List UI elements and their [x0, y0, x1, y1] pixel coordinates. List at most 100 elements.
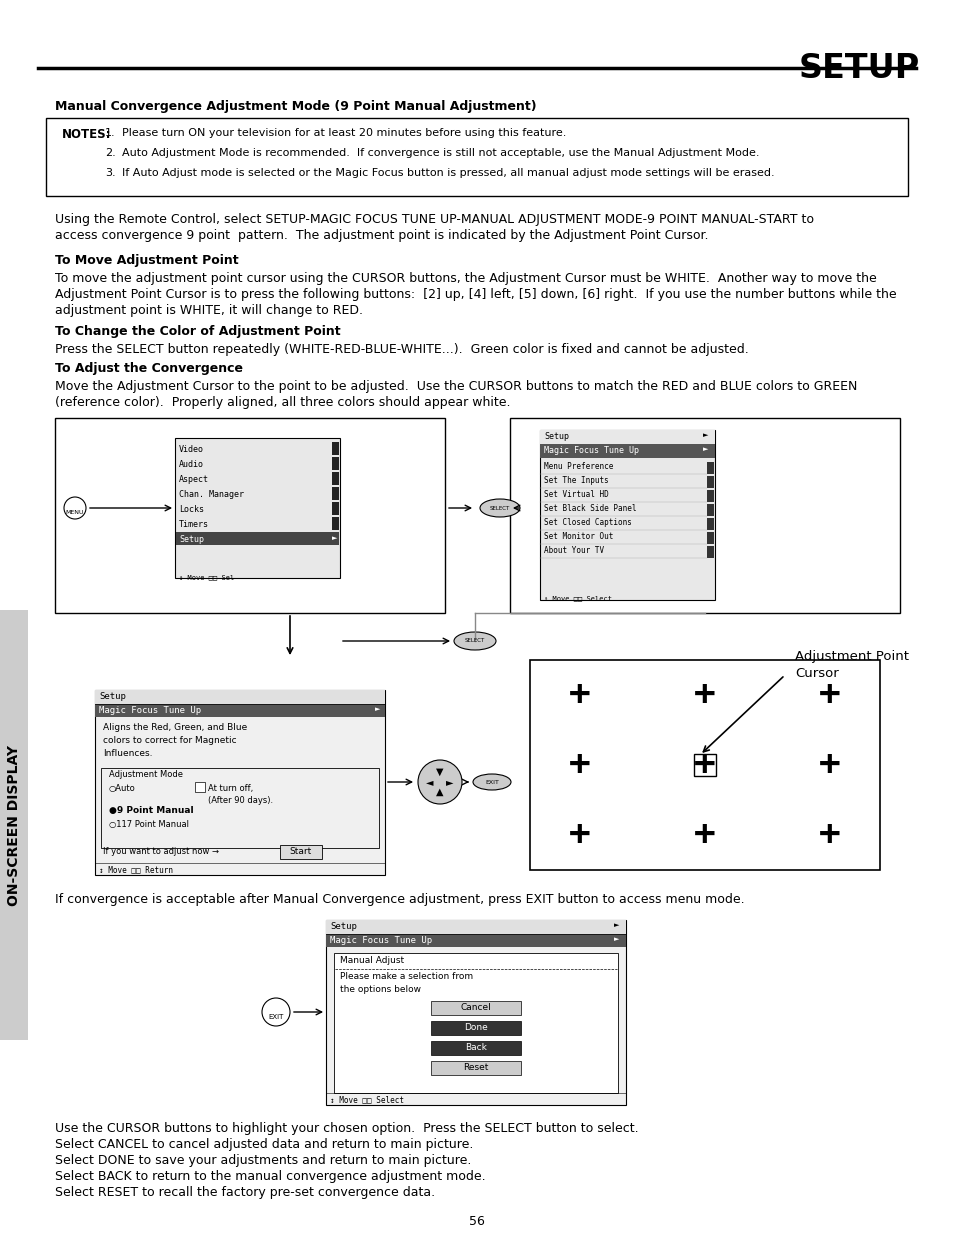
Ellipse shape [473, 774, 511, 790]
Text: Back: Back [464, 1044, 486, 1052]
Text: ▲: ▲ [436, 787, 443, 797]
Text: Select CANCEL to cancel adjusted data and return to main picture.: Select CANCEL to cancel adjusted data an… [55, 1137, 473, 1151]
Text: Use the CURSOR buttons to highlight your chosen option.  Press the SELECT button: Use the CURSOR buttons to highlight your… [55, 1123, 638, 1135]
Bar [706, 517, 713, 530]
Text: At turn off,: At turn off, [208, 784, 253, 793]
Text: Magic Focus Tune Up: Magic Focus Tune Up [99, 706, 201, 715]
Text: adjustment point is WHITE, it will change to RED.: adjustment point is WHITE, it will chang… [55, 304, 363, 317]
Bar [530, 659, 879, 869]
Text: ↕ Move □□ Select: ↕ Move □□ Select [330, 1095, 403, 1104]
Text: Aligns the Red, Green, and Blue: Aligns the Red, Green, and Blue [103, 722, 247, 732]
Bar [706, 462, 713, 474]
Text: 1.: 1. [105, 128, 115, 138]
Bar [539, 445, 714, 458]
Circle shape [262, 998, 290, 1026]
Text: EXIT: EXIT [484, 779, 498, 784]
Bar [431, 1061, 520, 1074]
Text: ►: ► [446, 777, 454, 787]
Bar [174, 438, 339, 578]
Bar [706, 490, 713, 501]
Text: Select BACK to return to the manual convergence adjustment mode.: Select BACK to return to the manual conv… [55, 1170, 485, 1183]
Text: If you want to adjust now →: If you want to adjust now → [103, 847, 219, 856]
Text: Manual Adjust: Manual Adjust [339, 956, 404, 965]
Bar [326, 934, 625, 947]
Bar [175, 532, 338, 545]
Text: Set Virtual HD: Set Virtual HD [543, 490, 608, 499]
Bar [539, 430, 714, 600]
Bar [326, 920, 625, 934]
Text: Manual Convergence Adjustment Mode (9 Point Manual Adjustment): Manual Convergence Adjustment Mode (9 Po… [55, 100, 536, 112]
Text: ◄: ◄ [426, 777, 434, 787]
Text: the options below: the options below [339, 986, 420, 994]
Text: ►: ► [332, 535, 337, 541]
Bar [46, 119, 907, 196]
Bar [706, 532, 713, 543]
Text: Please turn ON your television for at least 20 minutes before using this feature: Please turn ON your television for at le… [122, 128, 566, 138]
Text: ↕ Move □□ Select: ↕ Move □□ Select [543, 595, 612, 601]
Text: ▼: ▼ [436, 767, 443, 777]
Bar [431, 1021, 520, 1035]
Bar [55, 417, 444, 613]
Text: Setup: Setup [99, 692, 126, 701]
Text: ON-SCREEN DISPLAY: ON-SCREEN DISPLAY [7, 745, 21, 905]
Text: Influences.: Influences. [103, 748, 152, 758]
Text: To Change the Color of Adjustment Point: To Change the Color of Adjustment Point [55, 325, 340, 338]
Text: 2.: 2. [105, 148, 115, 158]
Bar [334, 953, 618, 1093]
Text: Setup: Setup [179, 535, 204, 543]
Ellipse shape [454, 632, 496, 650]
Bar [95, 704, 385, 718]
Text: +: + [819, 818, 840, 852]
Text: +: + [569, 678, 590, 713]
Text: If convergence is acceptable after Manual Convergence adjustment, press EXIT but: If convergence is acceptable after Manua… [55, 893, 744, 906]
Text: (reference color).  Properly aligned, all three colors should appear white.: (reference color). Properly aligned, all… [55, 396, 510, 409]
Text: access convergence 9 point  pattern.  The adjustment point is indicated by the A: access convergence 9 point pattern. The … [55, 228, 708, 242]
Text: Reset: Reset [463, 1063, 488, 1072]
Circle shape [417, 760, 461, 804]
Text: +: + [694, 678, 715, 713]
Text: ►: ► [702, 446, 708, 452]
Text: Magic Focus Tune Up: Magic Focus Tune Up [543, 446, 639, 454]
Text: If Auto Adjust mode is selected or the Magic Focus button is pressed, all manual: If Auto Adjust mode is selected or the M… [122, 168, 774, 178]
Text: ○117 Point Manual: ○117 Point Manual [109, 820, 189, 829]
Text: Please make a selection from: Please make a selection from [339, 972, 473, 981]
Circle shape [64, 496, 86, 519]
Bar [693, 755, 716, 776]
Bar [194, 782, 205, 792]
Text: Start: Start [290, 847, 312, 856]
Bar [431, 1002, 520, 1015]
Text: Menu Preference: Menu Preference [543, 462, 613, 471]
Text: +: + [569, 818, 590, 852]
Bar [326, 920, 625, 1105]
Text: SELECT: SELECT [489, 505, 510, 510]
Bar [0, 610, 28, 1040]
Text: MENU: MENU [66, 510, 84, 515]
Text: (After 90 days).: (After 90 days). [208, 797, 273, 805]
Text: Done: Done [464, 1023, 487, 1032]
Text: Set Monitor Out: Set Monitor Out [543, 532, 613, 541]
Text: Audio: Audio [179, 459, 204, 469]
Text: Video: Video [179, 445, 204, 454]
Text: ►: ► [375, 706, 380, 713]
Text: Set The Inputs: Set The Inputs [543, 475, 608, 485]
Bar [332, 472, 338, 485]
Text: Select DONE to save your adjustments and return to main picture.: Select DONE to save your adjustments and… [55, 1153, 471, 1167]
Bar [332, 457, 338, 471]
Text: NOTES:: NOTES: [62, 128, 112, 141]
Text: EXIT: EXIT [268, 1014, 283, 1020]
Text: ○Auto: ○Auto [109, 784, 135, 793]
Text: +: + [569, 748, 590, 782]
Text: ↕ Move □□ Sel: ↕ Move □□ Sel [179, 574, 234, 580]
Text: 3.: 3. [105, 168, 115, 178]
Text: About Your TV: About Your TV [543, 546, 603, 555]
Text: To Adjust the Convergence: To Adjust the Convergence [55, 362, 243, 375]
Text: ↕ Move □□ Return: ↕ Move □□ Return [99, 864, 172, 874]
Text: ●9 Point Manual: ●9 Point Manual [109, 806, 193, 815]
Text: Cursor: Cursor [794, 667, 838, 680]
Text: Using the Remote Control, select SETUP-MAGIC FOCUS TUNE UP-MANUAL ADJUSTMENT MOD: Using the Remote Control, select SETUP-M… [55, 212, 813, 226]
Text: Cancel: Cancel [460, 1003, 491, 1011]
Bar [95, 690, 385, 876]
Bar [539, 430, 714, 445]
Bar [431, 1041, 520, 1055]
Text: Locks: Locks [179, 505, 204, 514]
